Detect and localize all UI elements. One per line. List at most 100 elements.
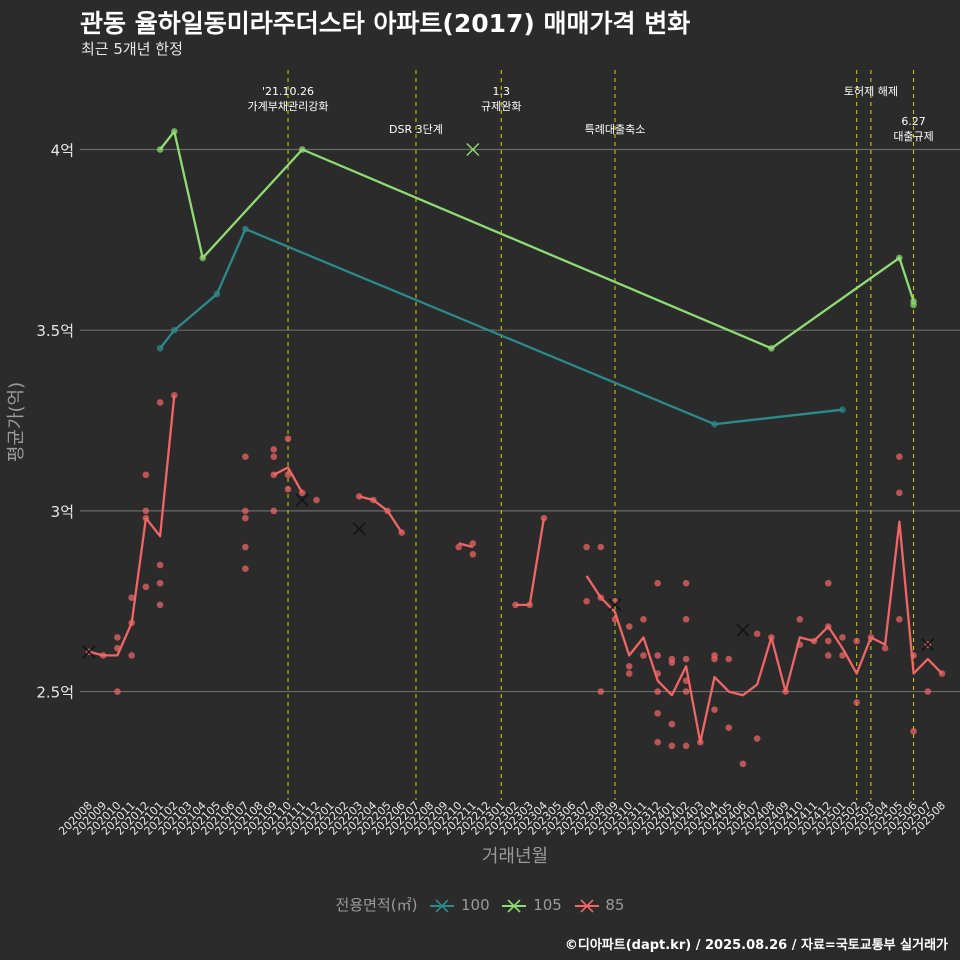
- data-point-85: [896, 453, 903, 460]
- data-point-85: [583, 543, 590, 551]
- legend-label-105: 105: [533, 896, 562, 914]
- data-point-85: [284, 435, 292, 442]
- data-point-85: [625, 662, 633, 670]
- legend-label-85: 85: [605, 896, 625, 914]
- data-point-85: [142, 583, 150, 591]
- data-point-85: [142, 471, 150, 479]
- cancelled-marker-85: [921, 638, 935, 652]
- data-point-85: [924, 688, 932, 695]
- legend-item-85: 85: [573, 896, 625, 914]
- data-point-85: [156, 579, 164, 587]
- y-tick-label: 3.5억: [36, 322, 74, 340]
- data-point-85: [668, 659, 676, 666]
- data-point-85: [654, 738, 661, 746]
- data-point-85: [640, 652, 647, 659]
- series-line-85: [273, 466, 304, 494]
- cancelled-marker-85: [608, 598, 622, 612]
- cancelled-marker-85: [295, 493, 309, 507]
- data-point-85: [682, 616, 690, 623]
- data-point-85: [242, 453, 249, 460]
- data-point-85: [242, 543, 249, 551]
- y-axis-title: 평균가(억): [6, 382, 27, 462]
- data-point-85: [156, 601, 164, 609]
- y-tick-label: 3억: [51, 503, 74, 521]
- data-point-85: [654, 709, 661, 717]
- data-point-85: [654, 579, 661, 587]
- series-line-85: [458, 542, 474, 549]
- chart-title: 관동 율하일동미라주더스타 아파트(2017) 매매가격 변화: [80, 9, 691, 38]
- legend-item-105: 105: [500, 896, 562, 914]
- data-point-85: [654, 688, 661, 695]
- data-point-85: [682, 688, 690, 695]
- data-point-85: [242, 565, 249, 573]
- series-line-85: [515, 517, 546, 607]
- series-line-100: [159, 227, 843, 426]
- data-point-85: [711, 706, 718, 713]
- data-point-85: [910, 728, 917, 735]
- legend-item-100: 100: [428, 896, 490, 914]
- data-point-85: [896, 489, 903, 497]
- data-point-85: [725, 655, 733, 663]
- legend-key-100: [430, 898, 455, 913]
- annotation-label: 토허제 해제: [844, 84, 898, 98]
- data-point-85: [682, 579, 690, 587]
- data-point-85: [640, 616, 647, 623]
- data-point-85: [725, 724, 733, 732]
- data-point-85: [455, 543, 462, 551]
- series-line-105: [159, 130, 915, 350]
- data-point-85: [270, 446, 278, 453]
- source-caption: ©디아파트(dapt.kr) / 2025.08.26 / 자료=국토교통부 실…: [564, 938, 948, 953]
- data-point-85: [839, 634, 846, 641]
- data-point-85: [739, 760, 747, 768]
- data-point-85: [853, 637, 860, 645]
- annotation-label: 1.3: [493, 85, 511, 98]
- annotation-label: DSR 3단계: [389, 123, 443, 136]
- series-line-85: [358, 495, 403, 534]
- data-point-85: [668, 720, 676, 728]
- data-point-85: [270, 453, 278, 460]
- annotation-label: 가계부채관리강화: [248, 100, 329, 113]
- data-point-85: [114, 634, 121, 641]
- legend: 전용면적(㎡) 100 105 85: [0, 894, 960, 915]
- y-tick-label: 4억: [51, 142, 74, 160]
- data-point-85: [824, 579, 832, 587]
- data-point-105: [910, 301, 917, 309]
- x-axis-title: 거래년월: [482, 846, 548, 867]
- y-tick-label: 2.5억: [36, 684, 74, 702]
- legend-title: 전용면적(㎡): [335, 896, 418, 914]
- data-point-85: [853, 699, 860, 706]
- cancelled-marker-85: [82, 645, 96, 659]
- data-point-85: [824, 637, 832, 645]
- annotation-label: 특례대출축소: [585, 123, 646, 136]
- data-point-85: [625, 670, 633, 677]
- data-point-85: [753, 630, 761, 638]
- data-point-85: [611, 597, 619, 605]
- annotation-label: 대출규제: [893, 130, 933, 143]
- data-point-85: [284, 471, 292, 479]
- data-point-85: [156, 561, 164, 569]
- data-point-85: [824, 652, 832, 659]
- series-line-85: [585, 520, 943, 744]
- annotation-label: 규제완화: [481, 100, 521, 113]
- data-point-85: [469, 550, 477, 558]
- data-point-85: [128, 594, 135, 601]
- data-point-85: [597, 543, 605, 551]
- data-point-85: [597, 688, 605, 695]
- data-point-85: [682, 655, 690, 663]
- data-point-85: [796, 616, 804, 623]
- annotation-label: 6.27: [901, 115, 926, 128]
- data-point-85: [654, 652, 661, 659]
- data-point-85: [270, 507, 278, 515]
- legend-label-100: 100: [460, 896, 490, 914]
- annotation-label: '21.10.26: [262, 85, 314, 98]
- cancelled-marker-105: [466, 143, 480, 156]
- data-point-85: [128, 652, 135, 659]
- legend-key-105: [502, 898, 527, 913]
- chart-subtitle: 최근 5개년 한정: [81, 40, 183, 58]
- legend-key-85: [574, 898, 599, 913]
- data-point-85: [711, 655, 718, 663]
- data-point-85: [839, 652, 846, 659]
- data-point-85: [753, 735, 761, 742]
- data-point-85: [625, 623, 633, 630]
